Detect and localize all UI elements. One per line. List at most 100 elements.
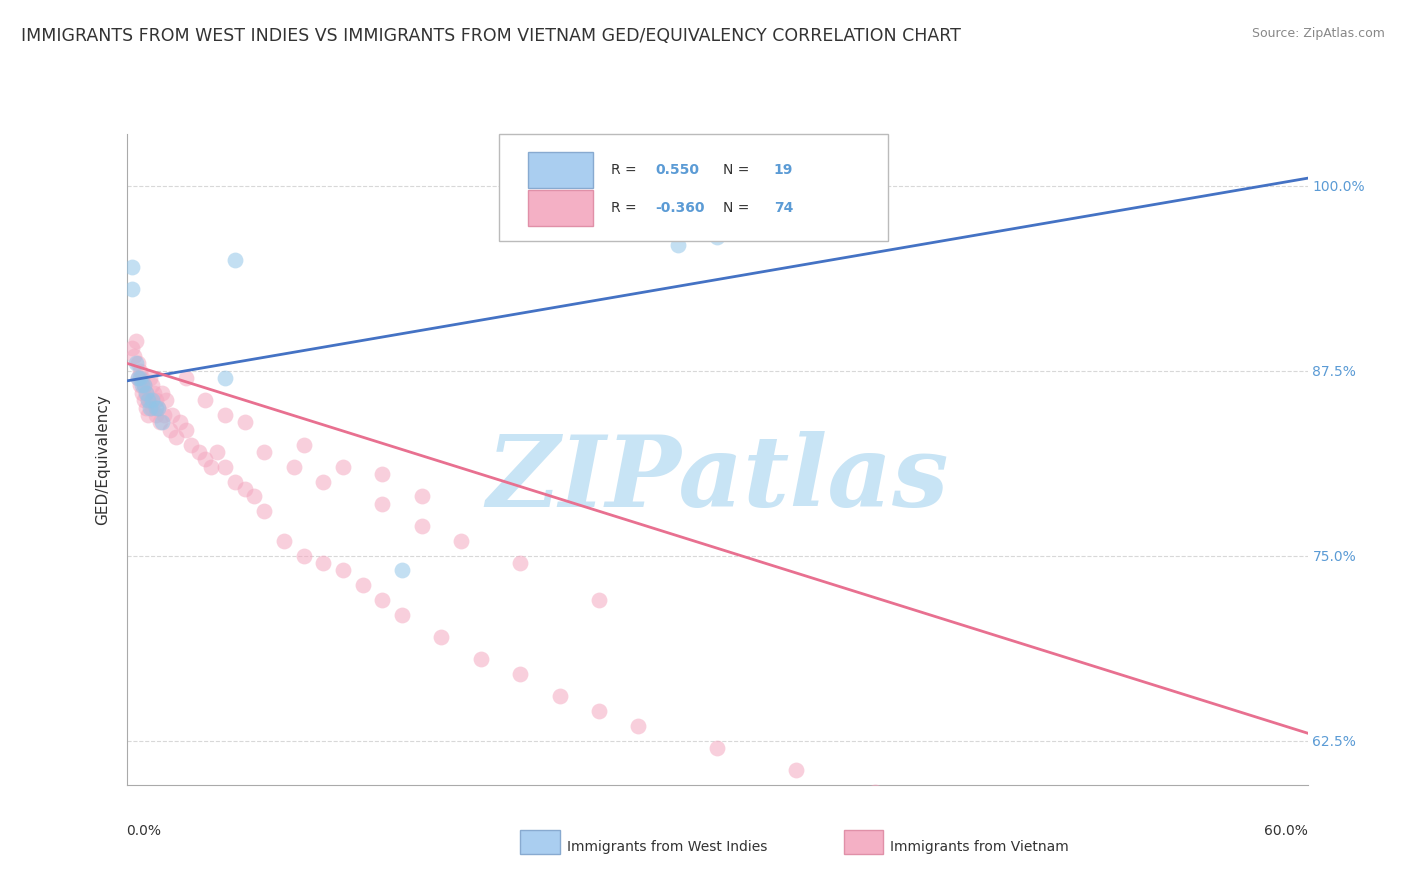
Point [141, 393, 163, 408]
Point [224, 475, 246, 489]
Point [411, 489, 433, 503]
Point [150, 385, 173, 400]
Point [127, 356, 149, 370]
Point [214, 408, 236, 422]
Point [125, 356, 148, 370]
Point [588, 704, 610, 718]
Point [139, 393, 162, 408]
Point [141, 378, 163, 392]
Point [124, 349, 146, 363]
Point [127, 371, 149, 385]
Point [127, 371, 149, 385]
Point [143, 385, 166, 400]
Point [141, 401, 163, 415]
Point [332, 459, 354, 474]
Point [135, 385, 157, 400]
Point [214, 459, 236, 474]
Point [139, 401, 162, 415]
Point [159, 423, 181, 437]
Point [371, 467, 394, 482]
Point [233, 416, 256, 430]
Point [312, 475, 335, 489]
Point [165, 430, 187, 444]
Point [332, 563, 354, 577]
Point [509, 667, 531, 681]
Point [292, 549, 315, 563]
Point [160, 408, 183, 422]
Point [312, 556, 335, 570]
Point [145, 408, 167, 422]
Point [352, 578, 374, 592]
Text: 60.0%: 60.0% [1264, 824, 1308, 838]
Point [706, 741, 728, 756]
Point [146, 401, 169, 415]
Point [145, 401, 167, 415]
Text: N =: N = [723, 202, 754, 215]
Point [253, 504, 276, 518]
Point [131, 371, 153, 385]
Text: Immigrants from Vietnam: Immigrants from Vietnam [890, 840, 1069, 855]
Point [233, 482, 256, 496]
Text: 0.550: 0.550 [655, 163, 700, 177]
Point [169, 416, 191, 430]
Point [136, 408, 159, 422]
Point [121, 342, 143, 356]
Point [129, 371, 152, 385]
Bar [529, 152, 593, 188]
Point [391, 607, 413, 622]
Text: 19: 19 [773, 163, 793, 177]
Text: -0.360: -0.360 [655, 202, 706, 215]
Point [121, 260, 143, 274]
Point [131, 385, 153, 400]
Point [129, 378, 152, 392]
Point [134, 378, 156, 392]
Text: 0.0%: 0.0% [127, 824, 162, 838]
Point [588, 593, 610, 607]
Text: IMMIGRANTS FROM WEST INDIES VS IMMIGRANTS FROM VIETNAM GED/EQUIVALENCY CORRELATI: IMMIGRANTS FROM WEST INDIES VS IMMIGRANT… [21, 27, 960, 45]
Point [135, 401, 157, 415]
Point [180, 437, 202, 451]
Point [371, 497, 394, 511]
Point [470, 652, 492, 666]
Point [243, 489, 266, 503]
Text: N =: N = [723, 163, 754, 177]
Bar [529, 191, 593, 227]
Point [139, 371, 162, 385]
Y-axis label: GED/Equivalency: GED/Equivalency [96, 394, 111, 524]
Point [153, 408, 176, 422]
Point [125, 334, 148, 348]
Text: R =: R = [610, 163, 641, 177]
Point [785, 763, 807, 777]
Point [135, 385, 157, 400]
Point [121, 282, 143, 296]
Text: 74: 74 [773, 202, 793, 215]
Text: Source: ZipAtlas.com: Source: ZipAtlas.com [1251, 27, 1385, 40]
Point [253, 445, 276, 459]
Point [292, 437, 315, 451]
Point [194, 452, 217, 467]
Point [149, 416, 172, 430]
Point [273, 533, 295, 548]
Point [391, 563, 413, 577]
Point [150, 416, 173, 430]
Point [509, 556, 531, 570]
Point [136, 393, 159, 408]
Point [205, 445, 228, 459]
Point [145, 393, 167, 408]
Point [174, 371, 197, 385]
Point [450, 533, 472, 548]
Point [194, 393, 217, 408]
Text: Immigrants from West Indies: Immigrants from West Indies [567, 840, 768, 855]
Point [430, 630, 453, 644]
Point [863, 785, 886, 799]
Point [131, 378, 153, 392]
Point [200, 459, 222, 474]
Text: R =: R = [610, 202, 641, 215]
Point [627, 719, 650, 733]
Point [224, 252, 246, 267]
Point [411, 519, 433, 533]
Point [283, 459, 305, 474]
FancyBboxPatch shape [499, 134, 889, 241]
Point [136, 393, 159, 408]
Point [129, 363, 152, 377]
